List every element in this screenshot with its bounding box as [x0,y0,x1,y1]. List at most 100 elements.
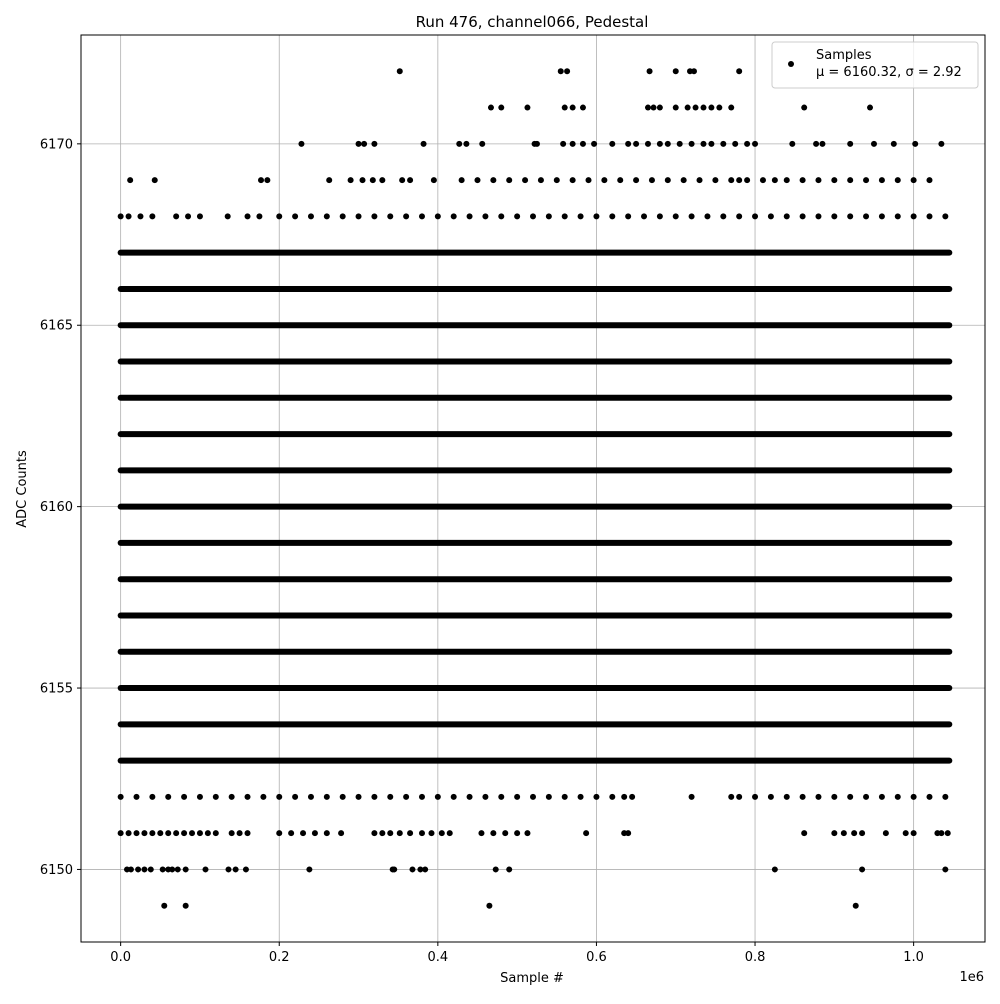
sample-point [276,830,283,837]
sample-point [141,830,148,837]
sample-point [720,213,727,220]
sample-point [323,213,330,220]
sample-point [767,213,774,220]
sample-point [409,866,416,873]
sample-point [728,793,735,800]
sample-point [878,793,885,800]
sample-point [196,830,203,837]
sample-point [831,830,838,837]
sample-point [323,793,330,800]
sample-point [561,213,568,220]
sample-point [545,213,552,220]
sample-point [609,793,616,800]
sample-point [533,140,540,147]
sample-point [859,830,866,837]
sample-point [629,793,636,800]
sample-point [149,213,156,220]
sample-point [399,177,406,184]
sample-point [117,830,124,837]
sample-point [859,866,866,873]
sample-point [799,793,806,800]
sample-point [783,177,790,184]
sample-point [490,830,497,837]
sample-point [339,213,346,220]
sample-point [863,177,870,184]
sample-point [752,793,759,800]
sample-point [564,68,571,75]
sample-point [387,213,394,220]
sample-point [672,213,679,220]
y-axis-label: ADC Counts [15,450,30,528]
sample-point [371,213,378,220]
sample-point [292,793,299,800]
sample-point [137,213,144,220]
sample-point [482,213,489,220]
sample-point [852,902,859,909]
sample-point [359,177,366,184]
sample-point [117,793,124,800]
sample-point [225,866,232,873]
sample-point [244,213,251,220]
legend-box [771,41,979,89]
sample-point [890,140,897,147]
sample-point [783,213,790,220]
sample-point [712,177,719,184]
sample-point [704,213,711,220]
sample-point [228,830,235,837]
sample-point [300,830,307,837]
sample-point [417,866,424,873]
sample-point [815,177,822,184]
x-tick-label: 0.8 [745,950,766,965]
sample-point [736,213,743,220]
sample-point [942,793,949,800]
sample-point [569,140,576,147]
sample-point [355,140,362,147]
sample-point [339,793,346,800]
sample-point [912,140,919,147]
sample-point [236,830,243,837]
sample-point [664,140,671,147]
sample-point [569,177,576,184]
sample-point [767,793,774,800]
sample-point [127,866,134,873]
sample-point [173,213,180,220]
sample-point [522,177,529,184]
sample-point [878,177,885,184]
sample-point [851,830,858,837]
sample-point [338,830,345,837]
sample-point [264,177,271,184]
sample-point [926,213,933,220]
sample-point [396,68,403,75]
sample-point [244,830,251,837]
sample-point [181,793,188,800]
sample-point [463,140,470,147]
sample-point [815,793,822,800]
sample-point [323,830,330,837]
sample-point [125,830,132,837]
sample-point [165,830,172,837]
y-tick-label: 6165 [40,319,73,334]
sample-point [379,177,386,184]
sample-point [524,104,531,111]
axis-ticks: 0.0 0.2 0.4 0.6 0.8 1.0 6150 6155 6160 6165 6170 [40,137,924,965]
x-tick-label: 1.0 [903,950,924,965]
sample-point [801,104,808,111]
sample-point [656,213,663,220]
sample-point [894,793,901,800]
sample-point [736,68,743,75]
sample-point [169,866,176,873]
y-tick-label: 6170 [40,137,73,152]
sample-point [942,213,949,220]
sample-point [181,830,188,837]
sample-point [577,213,584,220]
sample-point [149,793,156,800]
sample-point [644,140,651,147]
sample-point [117,213,124,220]
sample-point [579,104,586,111]
sample-point [847,213,854,220]
sample-point [688,140,695,147]
sample-point [736,177,743,184]
sample-point [418,793,425,800]
sample-point [141,866,148,873]
sample-point [434,213,441,220]
